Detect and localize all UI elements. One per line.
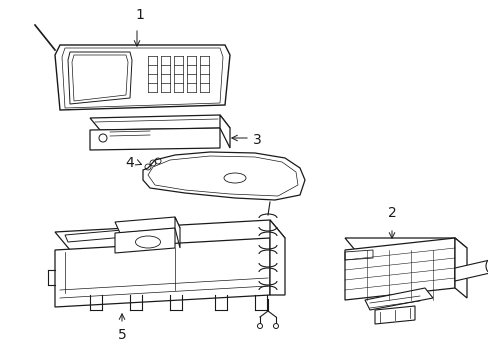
Text: 3: 3 [252, 133, 261, 147]
Polygon shape [90, 115, 229, 130]
Polygon shape [269, 220, 285, 295]
Polygon shape [220, 115, 229, 148]
Polygon shape [364, 288, 432, 310]
Polygon shape [115, 217, 180, 233]
Polygon shape [175, 217, 180, 248]
Text: 2: 2 [387, 206, 396, 220]
Polygon shape [374, 306, 414, 324]
Text: 4: 4 [125, 156, 134, 170]
Polygon shape [454, 238, 466, 298]
Polygon shape [345, 238, 454, 300]
Polygon shape [454, 260, 488, 281]
Polygon shape [55, 220, 285, 250]
Circle shape [273, 324, 278, 328]
Polygon shape [55, 238, 269, 307]
Polygon shape [115, 228, 175, 253]
Polygon shape [345, 238, 466, 250]
Polygon shape [90, 128, 220, 150]
Circle shape [257, 324, 262, 328]
Text: 1: 1 [135, 8, 144, 22]
Ellipse shape [485, 260, 488, 273]
Polygon shape [142, 152, 305, 200]
Text: 5: 5 [118, 328, 126, 342]
Polygon shape [55, 45, 229, 110]
